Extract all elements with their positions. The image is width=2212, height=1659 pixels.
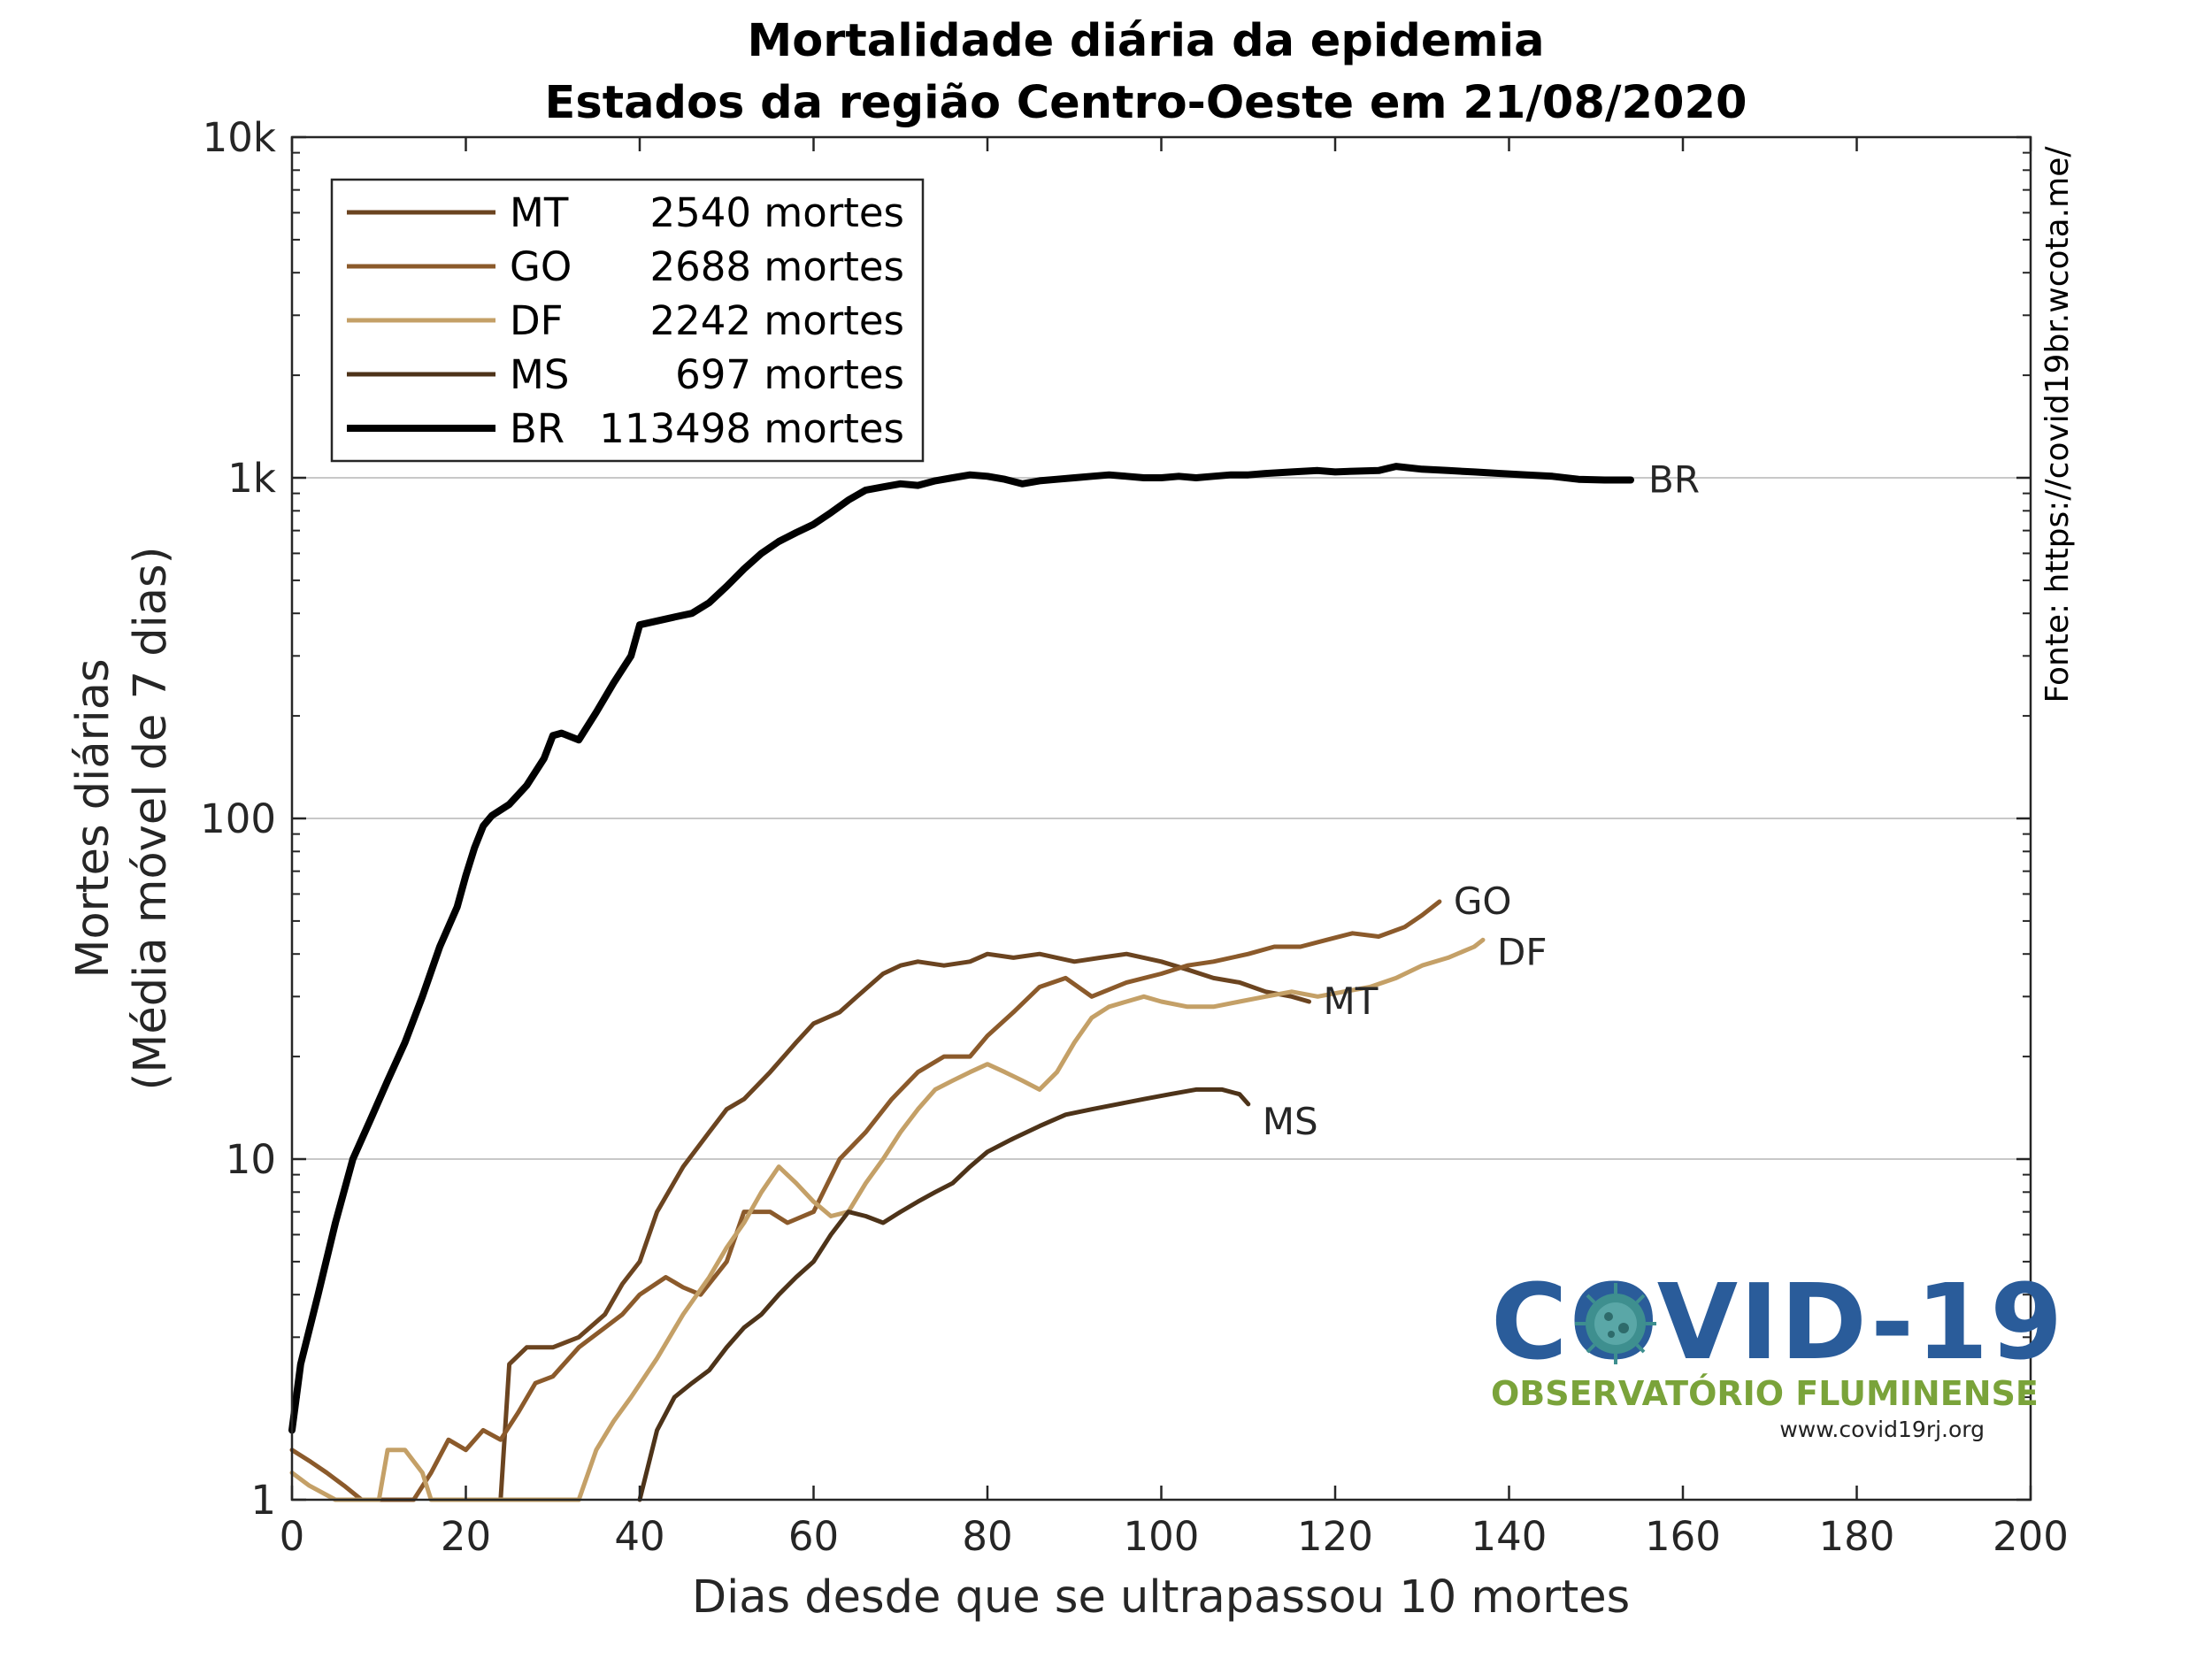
x-tick-label: 100 <box>1124 1513 1200 1560</box>
x-tick-label: 140 <box>1471 1513 1548 1560</box>
legend-label-mt: MT <box>510 189 569 236</box>
x-tick-label: 80 <box>962 1513 1012 1560</box>
end-label-df: DF <box>1497 930 1548 973</box>
chart-title: Mortalidade diária da epidemia <box>747 15 1544 67</box>
end-labels: MT GO DF MS BR <box>1263 458 1700 1143</box>
legend-label-go: GO <box>510 243 572 290</box>
minor-ticks <box>292 151 2031 1399</box>
legend-deaths-go: 2688 mortes <box>650 243 904 290</box>
end-label-mt: MT <box>1324 979 1379 1023</box>
x-axis-ticks: 0 20 40 60 80 100 120 140 160 180 200 <box>280 137 2069 1560</box>
source-note: Fonte: https://covid19br.wcota.me/ <box>2039 146 2076 703</box>
series-line-ms <box>637 1087 1251 1502</box>
x-tick-label: 60 <box>788 1513 839 1560</box>
series-line-mt <box>498 951 1311 1502</box>
end-label-ms: MS <box>1263 1100 1318 1143</box>
y-axis-label-line1: Mortes diárias <box>67 658 119 978</box>
virus-icon <box>1575 1283 1656 1364</box>
legend-deaths-ms: 697 mortes <box>675 351 904 398</box>
x-axis-label: Dias desde que se ultrapassou 10 mortes <box>692 1571 1630 1624</box>
legend-deaths-mt: 2540 mortes <box>650 189 904 236</box>
x-tick-label: 200 <box>1993 1513 2069 1560</box>
x-tick-label: 180 <box>1819 1513 1895 1560</box>
covid-logo: COVID-19 OBSERVATÓRIO FLUMINENSE www.cov… <box>1491 1261 2062 1442</box>
x-tick-label: 40 <box>614 1513 664 1560</box>
chart-subtitle: Estados da região Centro-Oeste em 21/08/… <box>545 77 1747 129</box>
y-axis-label-line2: (Média móvel de 7 dias) <box>125 547 177 1091</box>
x-tick-label: 20 <box>441 1513 491 1560</box>
legend: MT 2540 mortes GO 2688 mortes DF 2242 mortes M… <box>330 178 925 463</box>
series-lines <box>288 463 1634 1502</box>
series-line-br <box>288 463 1634 1434</box>
end-label-go: GO <box>1454 879 1512 923</box>
y-tick-label: 10 <box>226 1136 276 1183</box>
legend-label-df: DF <box>510 297 564 344</box>
series-line-df <box>289 937 1486 1502</box>
logo-url: www.covid19rj.org <box>1779 1417 1985 1442</box>
legend-deaths-df: 2242 mortes <box>650 297 904 344</box>
y-tick-label: 10k <box>203 114 276 161</box>
x-tick-label: 160 <box>1645 1513 1721 1560</box>
end-label-br: BR <box>1648 458 1700 502</box>
legend-deaths-br: 113498 mortes <box>599 405 904 452</box>
y-tick-label: 1k <box>227 455 276 502</box>
legend-label-ms: MS <box>510 351 569 398</box>
y-axis-ticks: 1 10 100 1k 10k <box>200 114 2031 1524</box>
y-tick-label: 1 <box>250 1477 276 1524</box>
x-tick-label: 120 <box>1297 1513 1373 1560</box>
x-tick-label: 0 <box>280 1513 305 1560</box>
legend-label-br: BR <box>510 405 565 452</box>
logo-subtitle: OBSERVATÓRIO FLUMINENSE <box>1491 1374 2039 1413</box>
series-line-go <box>289 899 1442 1502</box>
y-tick-label: 100 <box>200 795 276 842</box>
gridlines <box>292 477 2031 1160</box>
